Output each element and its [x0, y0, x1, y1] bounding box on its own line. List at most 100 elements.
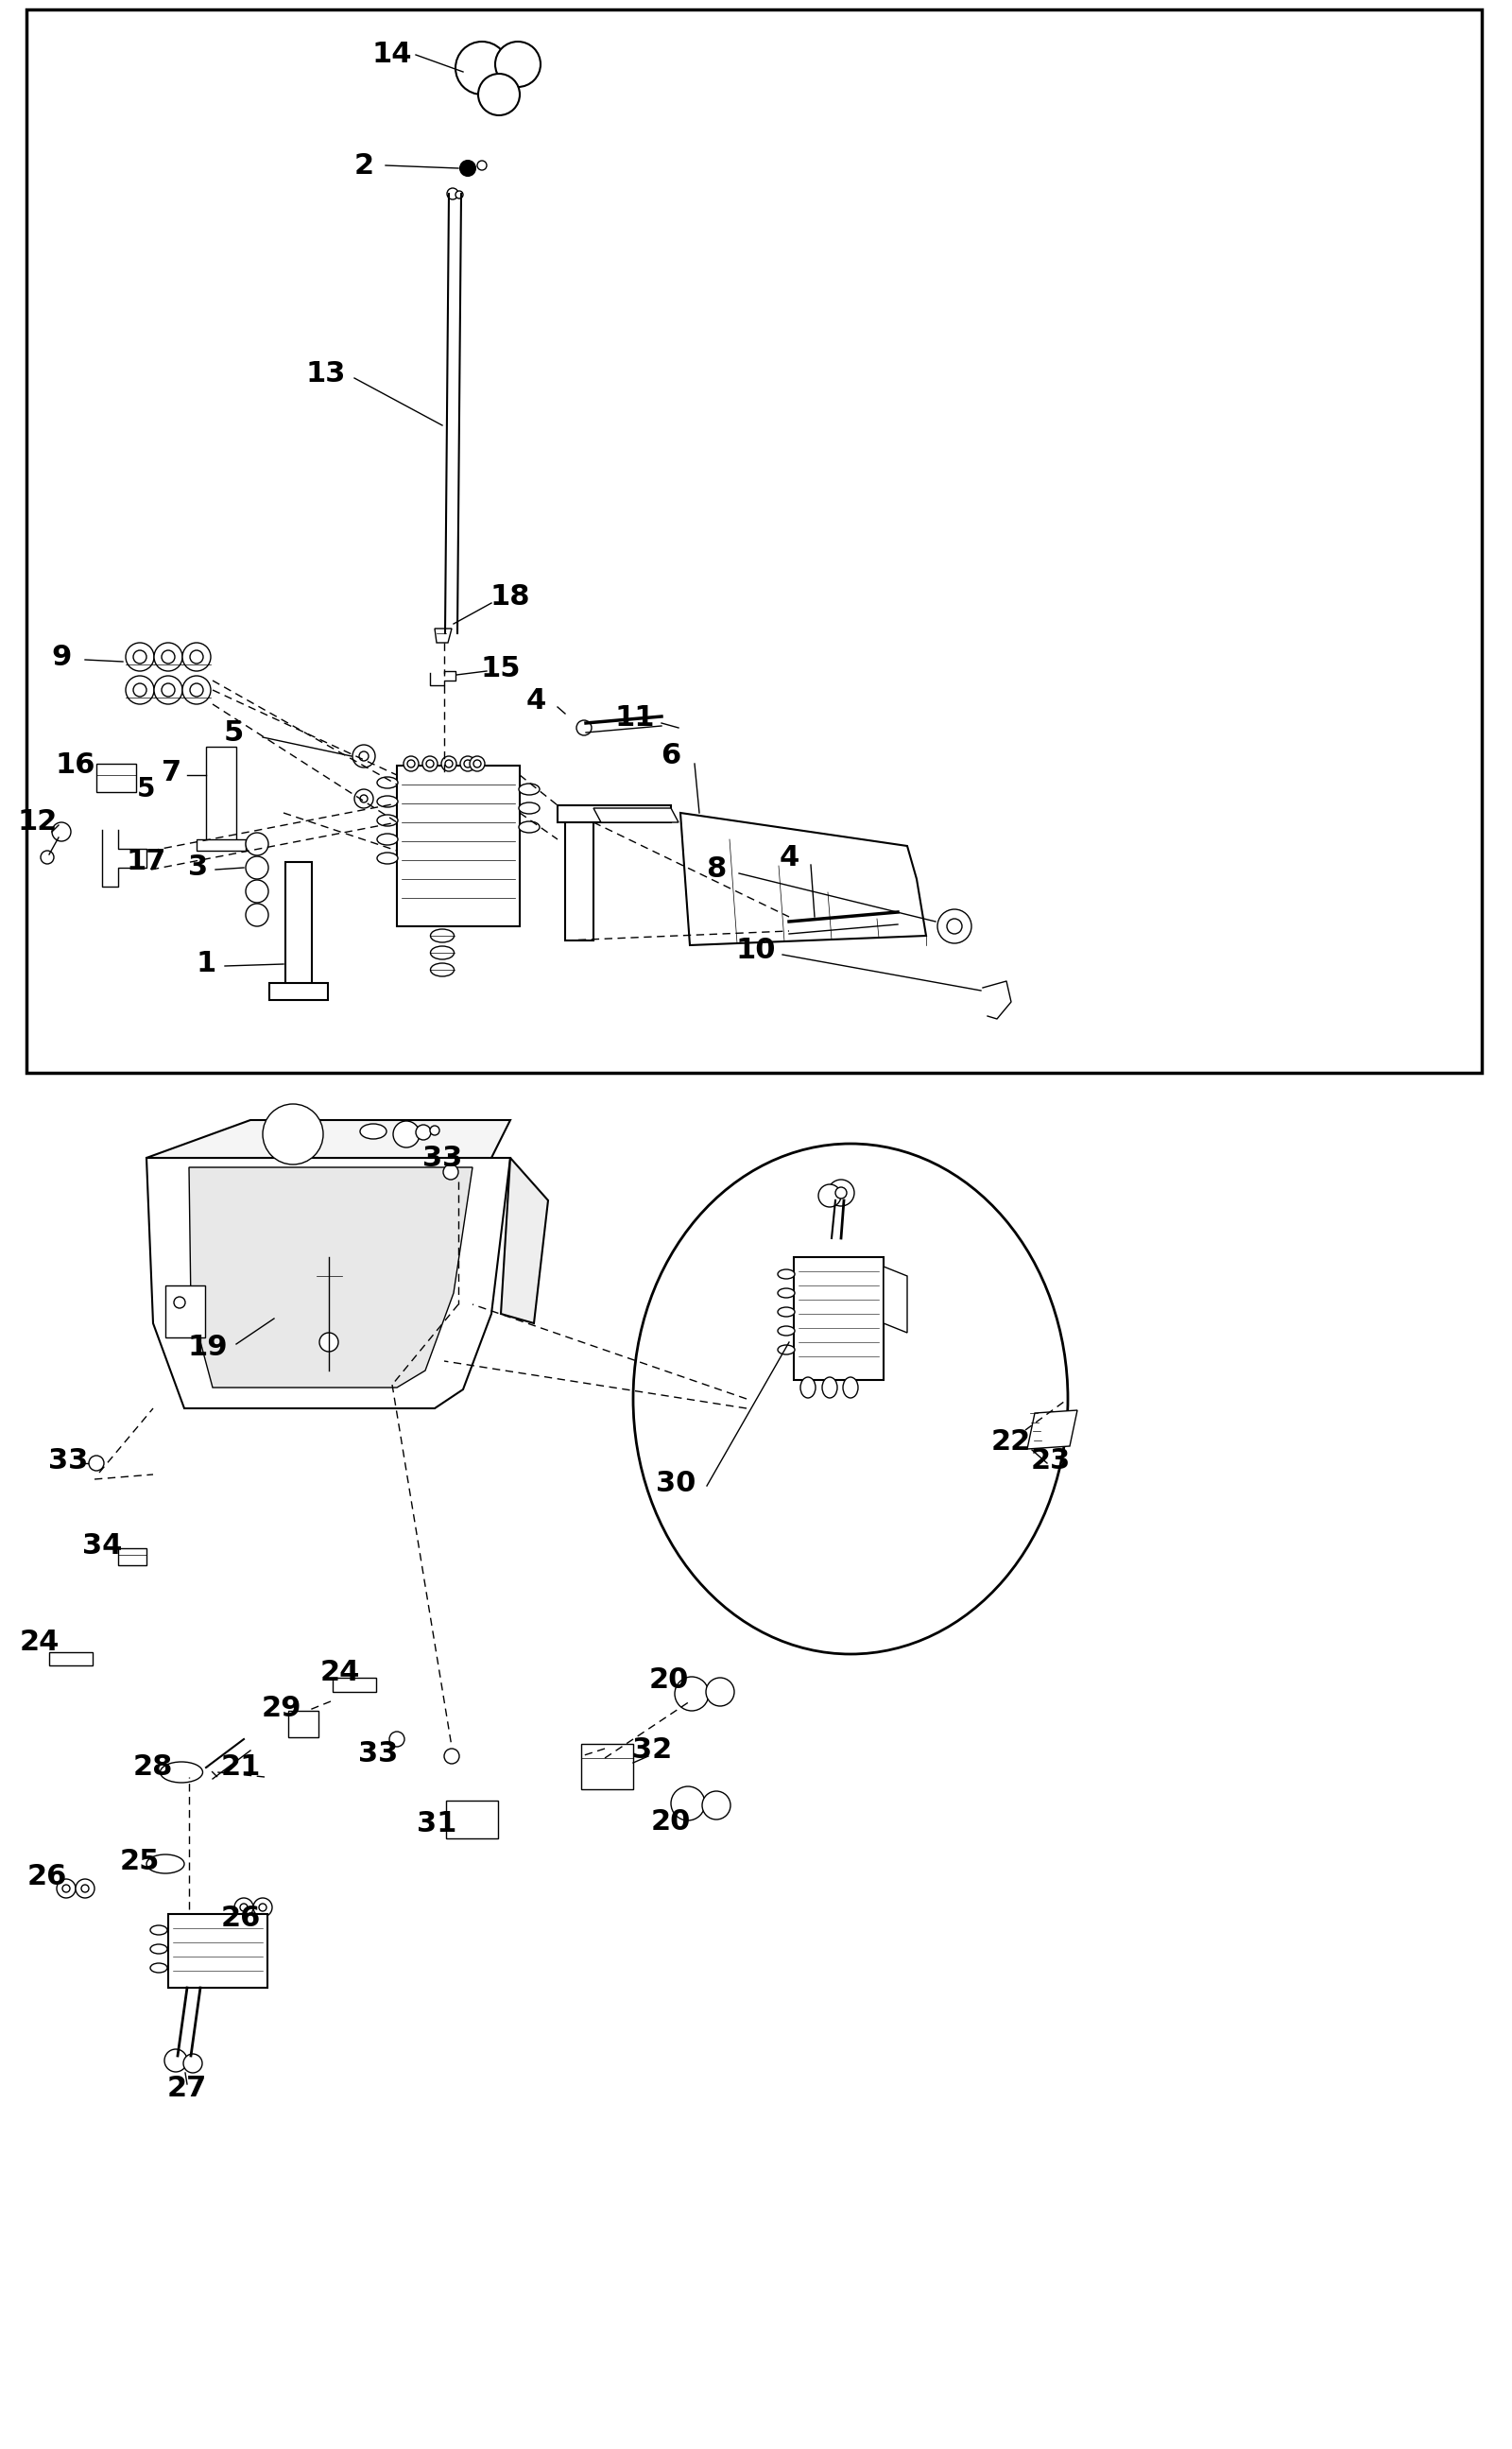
Ellipse shape [823, 1376, 838, 1398]
Circle shape [496, 42, 541, 88]
Bar [286, 862, 311, 987]
Circle shape [174, 1298, 184, 1308]
Text: 4: 4 [526, 688, 546, 715]
Text: 8: 8 [706, 855, 726, 884]
Text: 22: 22 [992, 1428, 1031, 1455]
Circle shape [390, 1731, 405, 1746]
Text: 3: 3 [189, 855, 209, 882]
Circle shape [319, 1332, 339, 1352]
Ellipse shape [376, 852, 398, 864]
Ellipse shape [800, 1376, 815, 1398]
Circle shape [393, 1122, 420, 1149]
Text: 12: 12 [18, 808, 57, 835]
Circle shape [576, 720, 591, 735]
Circle shape [191, 683, 203, 696]
Polygon shape [147, 1158, 511, 1408]
Circle shape [57, 1878, 76, 1898]
Text: 13: 13 [305, 360, 346, 387]
Text: 15: 15 [481, 654, 522, 681]
Circle shape [460, 162, 475, 176]
Text: 24: 24 [20, 1629, 59, 1656]
Bar [558, 806, 671, 823]
Circle shape [259, 1903, 266, 1910]
Circle shape [706, 1678, 735, 1707]
Bar [118, 1548, 147, 1565]
Circle shape [407, 759, 414, 767]
Circle shape [445, 1749, 460, 1763]
Bar [97, 764, 136, 791]
Bar [581, 1744, 634, 1790]
Circle shape [354, 789, 373, 808]
Circle shape [360, 752, 369, 762]
Circle shape [162, 683, 175, 696]
Circle shape [455, 191, 463, 198]
Ellipse shape [360, 1124, 387, 1139]
Circle shape [835, 1188, 847, 1198]
Text: 31: 31 [417, 1810, 457, 1837]
Circle shape [183, 642, 210, 671]
Circle shape [133, 651, 147, 664]
Bar [396, 767, 520, 926]
Circle shape [125, 676, 154, 705]
Circle shape [240, 1903, 248, 1910]
Ellipse shape [634, 1144, 1067, 1653]
Circle shape [416, 1124, 431, 1139]
Text: 16: 16 [56, 752, 95, 779]
Text: 24: 24 [321, 1660, 360, 1687]
Ellipse shape [777, 1288, 795, 1298]
Ellipse shape [376, 796, 398, 808]
Bar [165, 1286, 206, 1337]
Ellipse shape [519, 820, 540, 833]
Polygon shape [435, 629, 452, 642]
Circle shape [360, 796, 367, 803]
Circle shape [154, 642, 183, 671]
Text: 26: 26 [27, 1864, 67, 1891]
Polygon shape [333, 1678, 376, 1692]
Text: 29: 29 [262, 1695, 302, 1722]
Text: 25: 25 [119, 1849, 160, 1876]
Circle shape [473, 759, 481, 767]
Ellipse shape [431, 928, 454, 943]
Text: 26: 26 [221, 1905, 262, 1932]
Text: 23: 23 [1031, 1447, 1070, 1474]
Polygon shape [147, 1119, 511, 1158]
Circle shape [183, 2055, 203, 2072]
Circle shape [76, 1878, 94, 1898]
Text: 11: 11 [615, 705, 655, 732]
Circle shape [429, 1127, 440, 1136]
Circle shape [671, 1785, 705, 1820]
Bar [27, 10, 1482, 1073]
Circle shape [478, 162, 487, 169]
Polygon shape [1027, 1411, 1077, 1450]
Circle shape [245, 904, 269, 926]
Circle shape [191, 651, 203, 664]
Text: 34: 34 [82, 1531, 122, 1560]
Bar [168, 1915, 268, 1989]
Ellipse shape [376, 776, 398, 789]
Circle shape [254, 1898, 272, 1918]
Circle shape [445, 759, 452, 767]
Circle shape [829, 1180, 854, 1205]
Text: 32: 32 [632, 1736, 671, 1763]
Text: 17: 17 [127, 847, 166, 877]
Text: 4: 4 [779, 845, 800, 872]
Text: 1: 1 [197, 950, 216, 977]
Polygon shape [593, 808, 679, 823]
Text: 9: 9 [51, 644, 71, 671]
Text: 5: 5 [138, 776, 156, 803]
Text: 21: 21 [221, 1753, 262, 1780]
Ellipse shape [150, 1964, 168, 1971]
Circle shape [245, 857, 269, 879]
Bar [269, 982, 328, 999]
Text: 27: 27 [168, 2074, 207, 2104]
Text: 33: 33 [358, 1739, 398, 1768]
Text: 20: 20 [649, 1668, 689, 1695]
Bar [794, 1256, 883, 1379]
Text: 33: 33 [422, 1144, 463, 1171]
Circle shape [448, 189, 458, 198]
Ellipse shape [777, 1308, 795, 1318]
Circle shape [478, 73, 520, 115]
Circle shape [426, 759, 434, 767]
Text: 10: 10 [736, 936, 776, 962]
Circle shape [947, 918, 962, 933]
